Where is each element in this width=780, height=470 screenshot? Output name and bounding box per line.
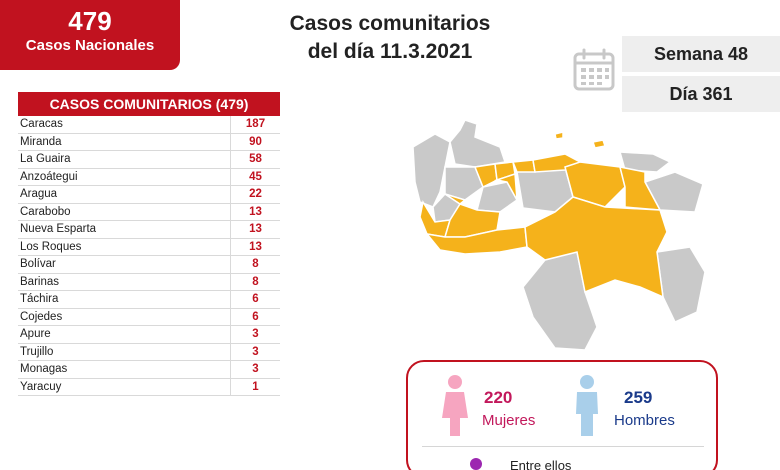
table-row: Barinas 8 (18, 273, 280, 291)
child-dot-icon (470, 458, 482, 470)
gender-breakdown-card: 220 Mujeres 259 Hombres Entre ellos (406, 360, 718, 470)
state-name: Cojedes (20, 310, 63, 323)
map-region-nueva-esparta (592, 139, 606, 149)
state-name: Miranda (20, 135, 62, 148)
between-label: Entre ellos (510, 458, 572, 470)
women-count: 220 (484, 388, 513, 407)
table-header: CASOS COMUNITARIOS (479) (18, 92, 280, 116)
national-cases-label: Casos Nacionales (25, 37, 155, 54)
women-label: Mujeres (482, 412, 536, 429)
table-row: Apure 3 (18, 326, 280, 344)
map-region-sucre (618, 151, 672, 173)
state-name: Yaracuy (20, 380, 62, 393)
state-cases: 58 (230, 151, 280, 168)
state-cases: 45 (230, 168, 280, 186)
community-cases-table: CASOS COMUNITARIOS (479) Caracas 187 Mira… (18, 92, 280, 396)
table-row: Los Roques 13 (18, 238, 280, 256)
map-region-lara (444, 166, 484, 201)
table-row: Cojedes 6 (18, 308, 280, 326)
woman-icon (442, 375, 468, 436)
day-badge: Día 361 (622, 76, 780, 112)
state-cases: 1 (230, 378, 280, 396)
state-name: Trujillo (20, 345, 54, 358)
state-cases: 8 (230, 273, 280, 291)
map-region-falcon (449, 119, 506, 168)
man-icon (576, 375, 598, 436)
map-region-cojedes (494, 172, 518, 201)
state-cases: 6 (230, 308, 280, 326)
calendar-icon (573, 48, 615, 91)
men-count: 259 (624, 388, 653, 407)
state-cases: 8 (230, 256, 280, 273)
state-cases: 3 (230, 326, 280, 343)
table-row: Yaracuy 1 (18, 378, 280, 396)
state-name: Anzoátegui (20, 170, 78, 183)
state-cases: 13 (230, 221, 280, 238)
title-line-2: del día 11.3.2021 (307, 40, 473, 63)
state-cases: 22 (230, 186, 280, 203)
map-region-los-roques (554, 131, 564, 140)
table-row: Monagas 3 (18, 361, 280, 379)
title-line-1: Casos comunitarios (289, 12, 491, 35)
state-name: La Guaira (20, 153, 71, 165)
state-name: Apure (20, 328, 51, 340)
state-cases: 6 (230, 291, 280, 308)
national-cases-count: 479 (68, 6, 112, 36)
national-cases-card: 479 Casos Nacionales (0, 0, 180, 70)
map-region-aragua (511, 159, 536, 173)
venezuela-map (412, 119, 706, 351)
state-cases: 3 (230, 361, 280, 378)
state-name: Bolívar (20, 258, 56, 270)
state-cases: 3 (230, 343, 280, 361)
map-region-bolivar-south (656, 246, 706, 323)
men-label: Hombres (614, 412, 675, 429)
table-row: Carabobo 13 (18, 203, 280, 221)
week-badge: Semana 48 (622, 36, 780, 72)
state-cases: 13 (230, 238, 280, 256)
map-region-zulia (412, 133, 451, 208)
state-name: Barinas (20, 275, 59, 288)
map-region-bolivar (524, 196, 668, 299)
table-row: Bolívar 8 (18, 256, 280, 274)
map-region-portuguesa (476, 181, 518, 213)
table-row: Táchira 6 (18, 291, 280, 309)
table-row: Miranda 90 (18, 133, 280, 151)
state-name: Caracas (20, 118, 63, 130)
state-name: Monagas (20, 363, 68, 375)
table-row: Caracas 187 (18, 116, 280, 134)
table-row: Aragua 22 (18, 186, 280, 204)
state-name: Aragua (20, 188, 58, 200)
state-cases: 13 (230, 203, 280, 221)
table-row: Nueva Esparta 13 (18, 221, 280, 239)
page-title: Casos comunitarios del día 11.3.2021 (250, 10, 530, 66)
state-name: Carabobo (20, 205, 71, 218)
table-row: Anzoátegui 45 (18, 168, 280, 186)
state-name: Los Roques (20, 240, 82, 253)
state-name: Nueva Esparta (20, 223, 97, 235)
state-name: Táchira (20, 293, 59, 305)
divider (422, 446, 704, 447)
state-cases: 187 (230, 116, 280, 133)
state-cases: 90 (230, 133, 280, 151)
table-row: Trujillo 3 (18, 343, 280, 361)
map-region-trujillo (444, 193, 467, 205)
table-row: La Guaira 58 (18, 151, 280, 169)
